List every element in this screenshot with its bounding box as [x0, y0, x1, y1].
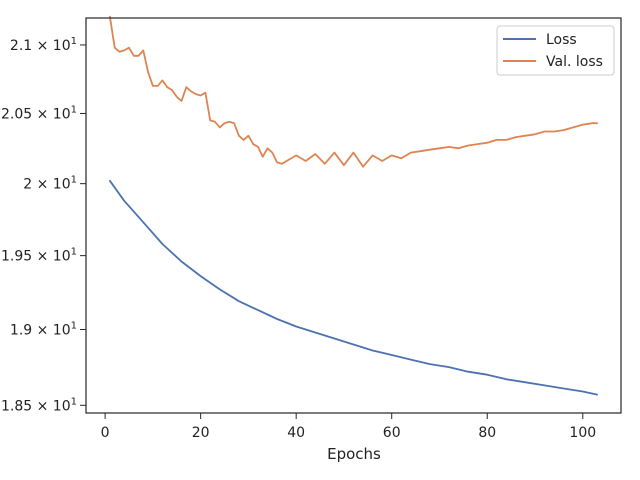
x-axis-label: Epochs — [327, 445, 381, 463]
x-tick-label: 80 — [478, 425, 496, 441]
plot-series — [109, 15, 598, 396]
series-line-loss — [109, 179, 598, 396]
x-tick-label: 20 — [192, 425, 210, 441]
legend-label-loss: Loss — [546, 32, 577, 48]
y-tick-label: 1.95 × 101 — [1, 247, 77, 265]
y-tick-label: 2 × 101 — [23, 175, 77, 193]
y-tick-label: 2.05 × 101 — [1, 104, 77, 122]
y-tick-label: 1.85 × 101 — [1, 396, 77, 414]
x-tick-label: 0 — [101, 425, 110, 441]
y-tick-label: 1.9 × 101 — [10, 320, 77, 338]
legend: Loss Val. loss — [496, 25, 615, 76]
x-axis: 0 20 40 60 80 100 — [101, 413, 596, 441]
series-line-val-loss — [109, 15, 598, 168]
y-tick-label: 2.1 × 101 — [10, 36, 77, 54]
y-axis: 1.85 × 101 1.9 × 101 1.95 × 101 2 × 101 2.05… — [1, 36, 86, 414]
x-tick-label: 60 — [383, 425, 401, 441]
x-tick-label: 100 — [569, 425, 596, 441]
x-tick-label: 40 — [287, 425, 305, 441]
legend-label-val-loss: Val. loss — [546, 54, 603, 70]
plot-frame — [85, 17, 622, 414]
